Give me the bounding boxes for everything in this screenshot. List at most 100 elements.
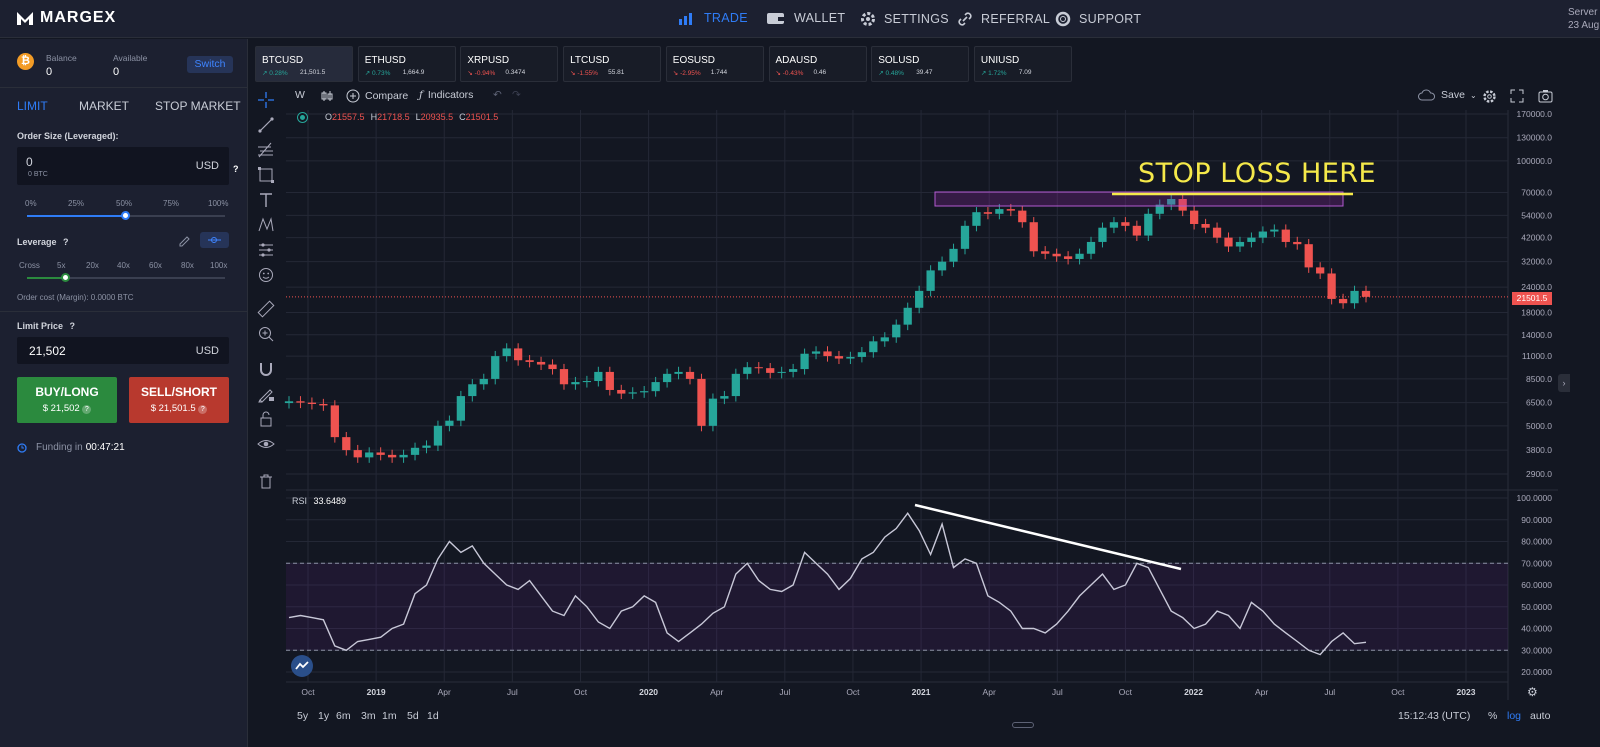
prediction-icon[interactable] xyxy=(257,241,275,259)
zoom-in-icon[interactable] xyxy=(257,325,275,343)
leverage-mark-20x[interactable]: 20x xyxy=(86,261,99,270)
emoji-icon[interactable] xyxy=(257,266,275,284)
range-1d[interactable]: 1d xyxy=(427,710,439,722)
tradingview-logo-icon[interactable] xyxy=(291,655,313,677)
nav-referral[interactable]: REFERRAL xyxy=(957,11,1050,27)
auto-scale-toggle[interactable]: auto xyxy=(1530,710,1551,722)
ticker-change-value: 0.73% xyxy=(371,70,391,77)
ticker-uniusd[interactable]: UNIUSD ↗ 1.72% 7.09 xyxy=(973,46,1072,82)
indicators-button[interactable]: ƒ Indicators xyxy=(419,89,473,101)
save-label: Save xyxy=(1441,89,1465,101)
time-tick-label: 2021 xyxy=(912,687,931,697)
lock-icon[interactable] xyxy=(257,410,275,428)
log-scale-toggle[interactable]: log xyxy=(1507,710,1522,722)
nav-settings[interactable]: SETTINGS xyxy=(860,11,949,27)
leverage-mark-5x[interactable]: 5x xyxy=(57,261,66,270)
size-mark-100[interactable]: 100% xyxy=(208,199,229,208)
size-mark-0[interactable]: 0% xyxy=(25,199,37,208)
candle-body xyxy=(582,381,592,383)
ticker-change: ↗ 0.73% xyxy=(365,69,391,77)
limit-price-help-icon[interactable]: ? xyxy=(69,321,76,331)
magnet-icon[interactable] xyxy=(257,360,275,378)
trend-line-icon[interactable] xyxy=(257,116,275,134)
panel-expand-chevron-icon[interactable]: › xyxy=(1558,374,1570,392)
time-tick-label: Jul xyxy=(1052,687,1063,697)
range-1y[interactable]: 1y xyxy=(318,710,330,722)
range-3m[interactable]: 3m xyxy=(361,710,376,722)
rectangle-icon[interactable] xyxy=(257,166,275,184)
lock-drawings-icon[interactable] xyxy=(257,385,275,403)
tab-limit[interactable]: LIMIT xyxy=(17,99,48,113)
sell-short-button[interactable]: SELL/SHORT $ 21,501.5 ? xyxy=(129,377,229,423)
ticker-solusd[interactable]: SOLUSD ↗ 0.48% 39.47 xyxy=(871,46,970,82)
nav-wallet[interactable]: WALLET xyxy=(766,11,845,25)
series-visibility-icon[interactable] xyxy=(298,112,307,122)
pane-resize-handle[interactable] xyxy=(1012,722,1034,728)
ruler-icon[interactable] xyxy=(257,300,275,318)
eye-icon[interactable] xyxy=(257,435,275,453)
stop-loss-annotation[interactable]: STOP LOSS HERE xyxy=(1138,158,1377,189)
margex-logo[interactable]: MARGEX xyxy=(16,9,116,27)
candle-type-icon[interactable] xyxy=(320,89,334,103)
leverage-slider-handle[interactable] xyxy=(61,273,70,282)
rsi-band xyxy=(286,563,1508,651)
order-size-help-icon[interactable]: ? xyxy=(233,164,239,174)
redo-icon[interactable]: ↷ xyxy=(512,89,521,101)
nav-support[interactable]: SUPPORT xyxy=(1055,11,1141,27)
buy-help-icon[interactable]: ? xyxy=(82,405,92,414)
candle-body xyxy=(525,360,534,362)
candle-body xyxy=(777,371,786,373)
ticker-ltcusd[interactable]: LTCUSD ↘ -1.55% 55.81 xyxy=(563,46,662,82)
axis-settings-gear-icon[interactable]: ⚙ xyxy=(1527,685,1538,699)
candle-body xyxy=(697,378,706,426)
switch-button[interactable]: Switch xyxy=(187,56,233,73)
ticker-eosusd[interactable]: EOSUSD ↘ -2.95% 1.744 xyxy=(665,46,764,82)
fullscreen-icon[interactable] xyxy=(1510,89,1524,103)
camera-icon[interactable] xyxy=(1538,89,1553,103)
pattern-icon[interactable] xyxy=(257,216,275,234)
order-size-input[interactable]: 0 0 BTC USD xyxy=(17,147,229,185)
chart-settings-gear-icon[interactable] xyxy=(1482,89,1497,104)
trash-icon[interactable] xyxy=(257,472,275,490)
tab-market[interactable]: MARKET xyxy=(79,99,130,113)
leverage-slider-mode-icon[interactable] xyxy=(200,232,229,248)
text-icon[interactable] xyxy=(257,191,275,209)
leverage-slider[interactable] xyxy=(27,277,225,279)
nav-trade[interactable]: TRADE xyxy=(678,11,748,25)
candle-body xyxy=(1361,290,1371,297)
leverage-mark-80x[interactable]: 80x xyxy=(181,261,194,270)
ticker-xrpusd[interactable]: XRPUSD ↘ -0.94% 0.3474 xyxy=(460,46,559,82)
order-size-slider-handle[interactable] xyxy=(121,211,130,220)
leverage-edit-pencil-icon[interactable] xyxy=(172,232,196,248)
leverage-mark-cross[interactable]: Cross xyxy=(19,261,40,270)
leverage-mark-100x[interactable]: 100x xyxy=(210,261,228,270)
ticker-ethusd[interactable]: ETHUSD ↗ 0.73% 1,664.9 xyxy=(357,46,456,82)
size-mark-75[interactable]: 75% xyxy=(163,199,180,208)
crosshair-icon[interactable] xyxy=(257,91,275,109)
save-button[interactable]: Save ⌄ xyxy=(1418,89,1477,101)
leverage-mark-60x[interactable]: 60x xyxy=(149,261,162,270)
logo-text: MARGEX xyxy=(40,9,117,26)
time-tick-label: Oct xyxy=(1391,687,1405,697)
sell-help-icon[interactable]: ? xyxy=(198,405,208,414)
compare-button[interactable]: Compare xyxy=(346,89,408,103)
limit-price-input[interactable]: 21,502 USD xyxy=(17,337,229,364)
percent-scale-toggle[interactable]: % xyxy=(1488,710,1498,722)
leverage-mark-40x[interactable]: 40x xyxy=(117,261,130,270)
size-mark-50[interactable]: 50% xyxy=(116,199,133,208)
fib-tool-icon[interactable] xyxy=(257,141,275,159)
ticker-price: 7.09 xyxy=(1018,69,1032,76)
limit-price-label-text: Limit Price xyxy=(17,321,64,331)
range-6m[interactable]: 6m xyxy=(336,710,351,722)
size-mark-25[interactable]: 25% xyxy=(68,199,85,208)
range-5y[interactable]: 5y xyxy=(297,710,309,722)
tab-stop-market[interactable]: STOP MARKET xyxy=(155,99,241,113)
interval-selector[interactable]: W xyxy=(295,89,305,101)
ticker-adausd[interactable]: ADAUSD ↘ -0.43% 0.46 xyxy=(768,46,867,82)
leverage-help-icon[interactable]: ? xyxy=(63,237,69,247)
ticker-btcusd[interactable]: BTCUSD ↗ 0.28% 21,501.5 xyxy=(255,46,353,82)
buy-long-button[interactable]: BUY/LONG $ 21,502 ? xyxy=(17,377,117,423)
undo-icon[interactable]: ↶ xyxy=(493,89,502,101)
range-5d[interactable]: 5d xyxy=(407,710,419,722)
range-1m[interactable]: 1m xyxy=(382,710,397,722)
